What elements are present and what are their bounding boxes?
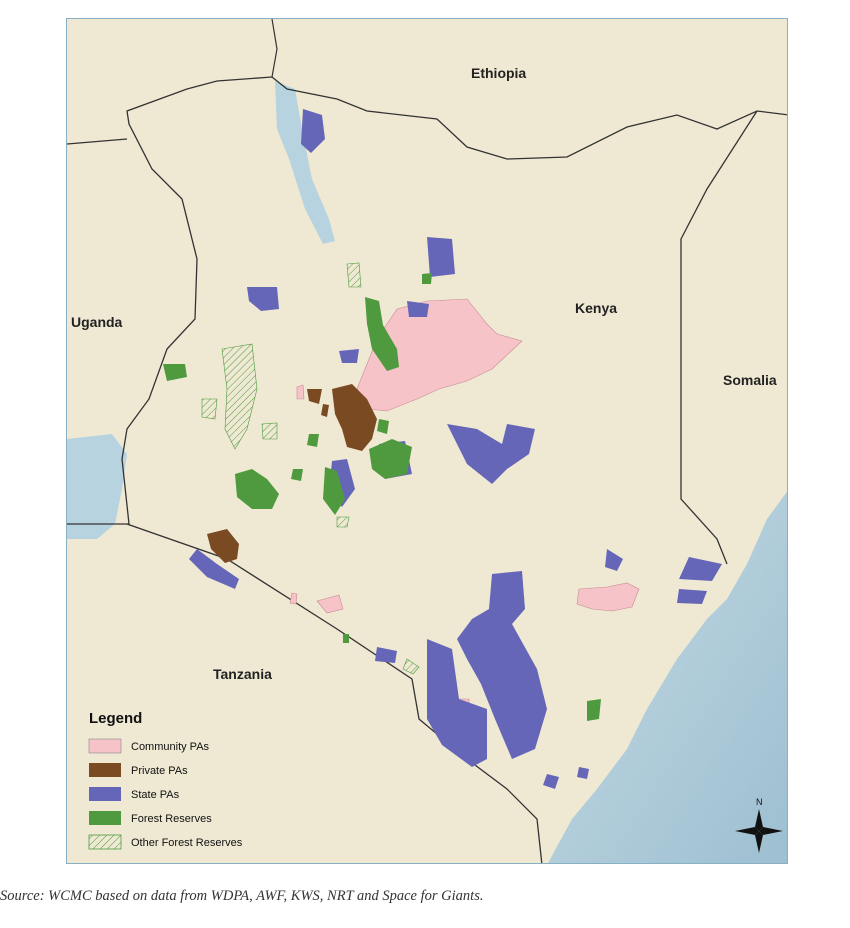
north-arrow-icon: N [735, 797, 783, 853]
community-pas [289, 298, 640, 748]
map-canvas: Ethiopia Kenya Uganda Somalia Tanzania L… [67, 19, 787, 863]
north-label: N [756, 797, 763, 807]
kenya-border [121, 76, 787, 863]
legend-label-private: Private PAs [131, 765, 188, 777]
legend: Legend Community PAs Private PAs State P… [88, 710, 243, 850]
legend-label-state: State PAs [131, 789, 180, 801]
private-pas [207, 384, 377, 563]
label-ethiopia: Ethiopia [471, 65, 526, 81]
other-borders [67, 19, 278, 525]
legend-swatch-community [88, 738, 122, 754]
other-forest-reserves [201, 262, 420, 675]
forest-reserves [163, 273, 601, 721]
indian-ocean [548, 491, 787, 863]
source-note: Source: WCMC based on data from WDPA, AW… [0, 888, 484, 904]
legend-label-forest: Forest Reserves [131, 813, 212, 825]
legend-label-other-forest: Other Forest Reserves [131, 837, 243, 849]
legend-swatch-other-forest [88, 834, 122, 850]
legend-swatch-forest [89, 811, 121, 825]
label-somalia: Somalia [723, 372, 777, 388]
map-frame: Ethiopia Kenya Uganda Somalia Tanzania L… [66, 18, 788, 864]
legend-swatch-state [89, 787, 121, 801]
legend-title: Legend [89, 710, 142, 727]
lake-victoria [67, 434, 127, 539]
legend-swatch-private [89, 763, 121, 777]
label-kenya: Kenya [575, 300, 617, 316]
label-tanzania: Tanzania [213, 666, 272, 682]
legend-label-community: Community PAs [131, 741, 210, 753]
label-uganda: Uganda [71, 314, 123, 330]
lake-turkana [275, 81, 335, 244]
